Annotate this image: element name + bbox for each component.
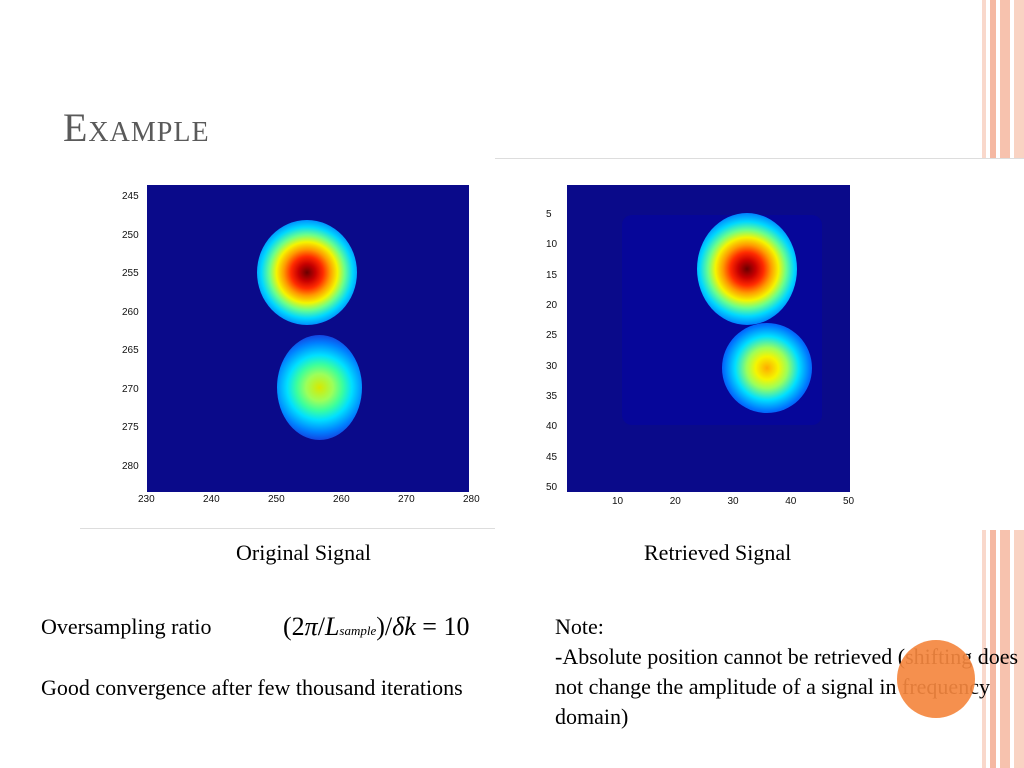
retrieved-x-tick-label: 20 — [669, 496, 681, 507]
original-y-tick-label: 250 — [122, 229, 139, 241]
original-heatmap — [147, 185, 469, 492]
original-y-tick-label: 255 — [122, 268, 139, 280]
original-x-tick-label: 230 — [138, 494, 155, 505]
original-x-tick-label: 250 — [268, 494, 285, 505]
retrieved-y-tick-label: 50 — [546, 482, 558, 493]
formula-k: k — [404, 612, 416, 641]
retrieved-y-tick-label: 45 — [546, 451, 558, 463]
original-y-tick-label: 265 — [122, 345, 139, 357]
retrieved-peak-top — [697, 213, 797, 325]
slide-title: Example — [63, 105, 210, 150]
original-y-tick-label: 245 — [122, 191, 139, 202]
formula-open: (2 — [283, 612, 305, 641]
decorative-stripes-bottom — [976, 530, 1024, 768]
caption-retrieved: Retrieved Signal — [644, 540, 792, 565]
original-y-tick-label: 280 — [122, 461, 139, 472]
retrieved-x-tick-label: 10 — [612, 496, 624, 507]
retrieved-y-tick-label: 40 — [546, 421, 558, 433]
convergence-text: Good convergence after few thousand iter… — [41, 675, 463, 700]
decorative-stripes-top — [976, 0, 1024, 158]
retrieved-heatmap — [567, 185, 850, 492]
formula-subscript: sample — [339, 623, 377, 638]
original-peak-top — [257, 220, 357, 325]
formula-L: L — [324, 612, 340, 641]
original-x-tick-label: 240 — [203, 494, 220, 505]
formula-slash: / — [317, 612, 325, 641]
oversampling-formula: (2π/Lsample)/δk = 10 — [283, 612, 469, 642]
retrieved-y-tick-label: 30 — [546, 360, 558, 372]
retrieved-y-tick-label: 15 — [546, 269, 558, 281]
retrieved-y-tick-label: 10 — [546, 239, 558, 251]
formula-delta: δ — [392, 612, 405, 641]
divider-line — [495, 158, 1024, 159]
original-y-tick-label: 270 — [122, 383, 139, 395]
formula-eq: = 10 — [415, 612, 470, 641]
original-x-tick-label: 260 — [333, 494, 350, 505]
caption-original: Original Signal — [236, 540, 372, 565]
original-peak-bottom — [277, 335, 362, 440]
original-y-tick-label: 260 — [122, 306, 139, 318]
formula-close: )/ — [376, 612, 393, 641]
retrieved-y-tick-label: 35 — [546, 391, 558, 402]
retrieved-peak-bottom — [722, 323, 812, 413]
retrieved-y-tick-label: 5 — [546, 209, 552, 220]
note-heading: Note: — [555, 614, 604, 639]
retrieved-x-tick-label: 30 — [727, 496, 739, 507]
divider-line — [80, 528, 495, 529]
oversampling-label: Oversampling ratio — [41, 614, 212, 639]
retrieved-x-tick-label: 40 — [785, 496, 797, 507]
original-y-tick-label: 275 — [122, 422, 139, 434]
original-x-tick-label: 270 — [398, 494, 415, 505]
retrieved-y-tick-label: 25 — [546, 330, 558, 342]
retrieved-y-tick-label: 20 — [546, 300, 558, 311]
accent-circle — [897, 640, 975, 718]
formula-pi: π — [304, 612, 318, 641]
original-x-tick-label: 280 — [463, 494, 480, 505]
retrieved-x-tick-label: 50 — [843, 496, 855, 507]
